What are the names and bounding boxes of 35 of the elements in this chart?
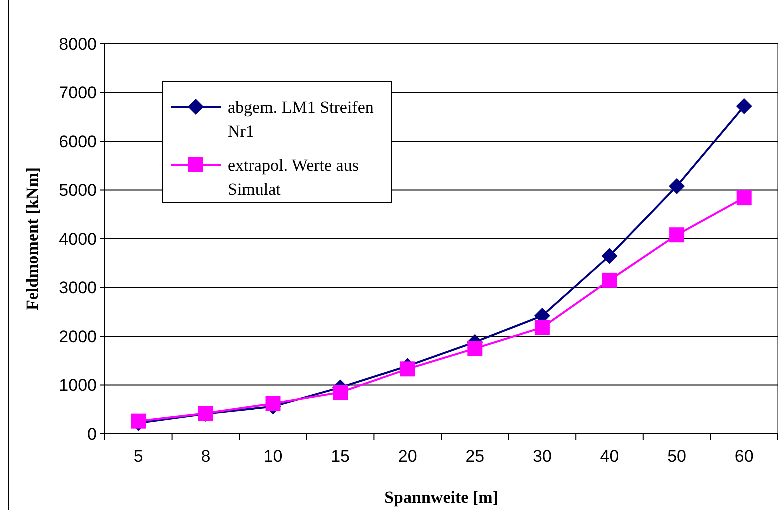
x-axis-title: Spannweite [m] bbox=[384, 488, 498, 507]
y-axis-title: Feldmoment [kNm] bbox=[23, 167, 42, 311]
legend-label: extrapol. Werte aus Simulat bbox=[228, 156, 359, 199]
x-tick-label: 10 bbox=[264, 447, 283, 466]
y-tick-label: 3000 bbox=[59, 278, 97, 298]
x-tick-label: 5 bbox=[134, 447, 144, 466]
point bbox=[266, 396, 281, 412]
y-tick-label: 0 bbox=[88, 424, 97, 444]
y-tick-label: 2000 bbox=[59, 327, 97, 346]
y-tick-label: 1000 bbox=[59, 376, 97, 396]
point bbox=[736, 190, 752, 206]
point bbox=[602, 248, 618, 264]
x-tick-label: 60 bbox=[734, 447, 754, 466]
y-tick-label: 7000 bbox=[59, 84, 97, 103]
x-tick-label: 20 bbox=[398, 447, 418, 466]
point bbox=[534, 320, 550, 336]
point bbox=[669, 178, 686, 194]
y-tick-label: 4000 bbox=[59, 230, 97, 249]
point bbox=[468, 341, 483, 356]
point bbox=[131, 414, 146, 429]
y-tick-label: 8000 bbox=[59, 34, 97, 54]
x-tick-label: 25 bbox=[466, 447, 485, 466]
x-tick-label: 30 bbox=[532, 447, 552, 466]
x-tick-label: 50 bbox=[668, 447, 687, 466]
point bbox=[602, 272, 618, 288]
y-tick-label: 6000 bbox=[59, 132, 97, 152]
point bbox=[333, 385, 348, 400]
x-tick-label: 40 bbox=[600, 447, 620, 466]
point bbox=[736, 98, 752, 114]
y-tick-label: 5000 bbox=[59, 181, 97, 200]
point bbox=[670, 228, 685, 243]
x-tick-label: 8 bbox=[201, 447, 211, 466]
legend-label: abgem. LM1 Streifen Nr1 bbox=[228, 98, 374, 141]
point bbox=[400, 362, 416, 377]
x-tick-label: 15 bbox=[331, 447, 350, 466]
